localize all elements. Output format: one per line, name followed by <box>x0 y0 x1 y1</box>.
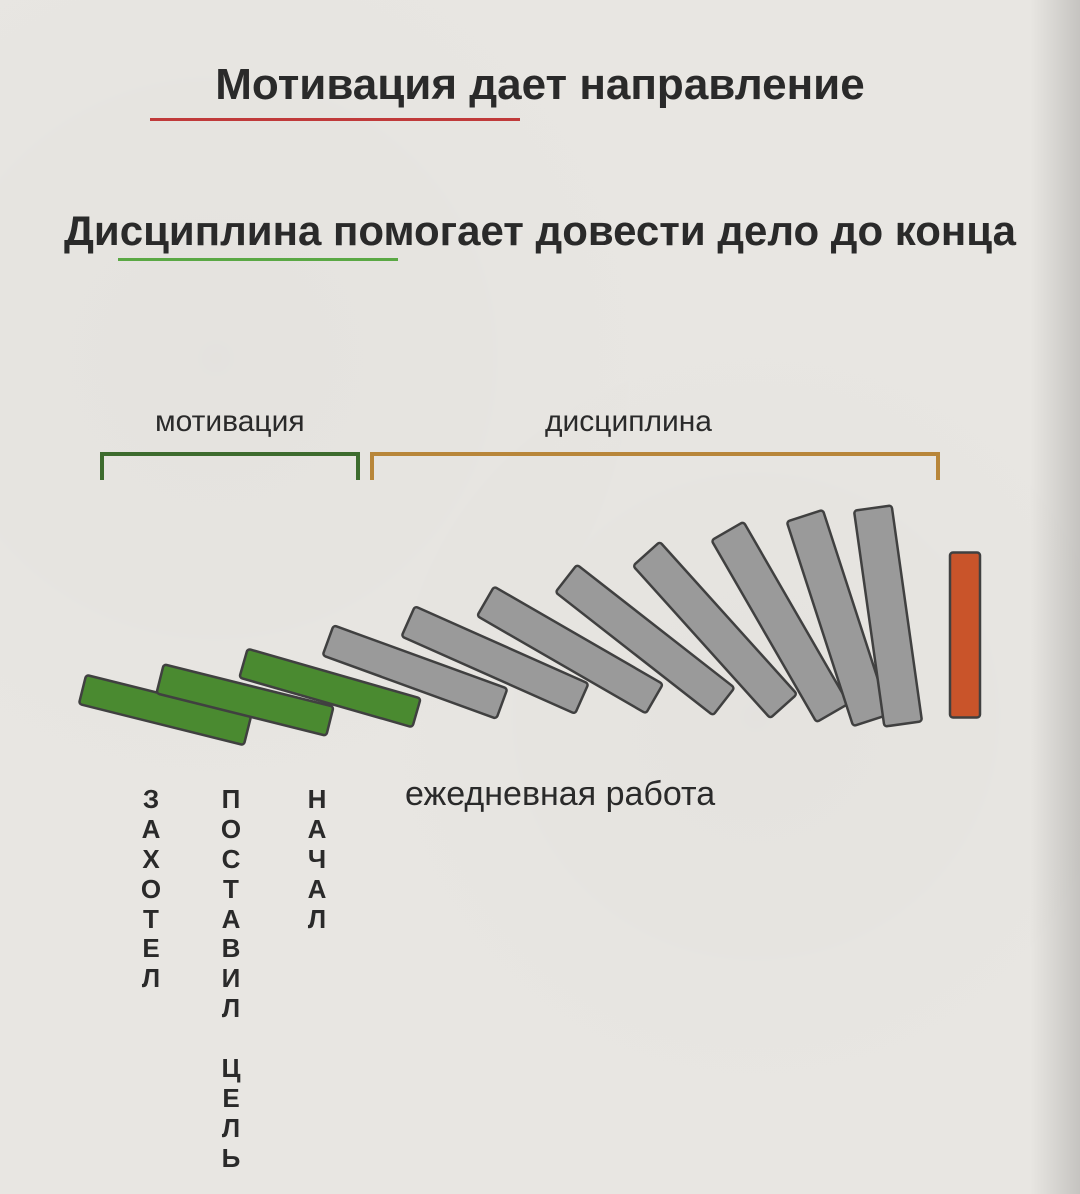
daily-work-label: ежедневная работа <box>405 775 715 814</box>
section-label-discipline: дисциплина <box>545 405 712 439</box>
domino-diagram <box>0 480 1080 760</box>
bracket-motivation <box>100 452 360 480</box>
vertical-label-3: НАЧАЛ <box>304 785 332 934</box>
vertical-label-2: ПОСТАВИЛ ЦЕЛЬ <box>218 785 246 1174</box>
heading-motivation-underline <box>150 118 520 121</box>
heading-motivation: Мотивация дает направление <box>0 60 1080 110</box>
heading-discipline-underline <box>118 258 398 261</box>
page-shadow <box>1030 0 1080 1194</box>
bracket-discipline <box>370 452 940 480</box>
section-label-motivation: мотивация <box>155 405 305 439</box>
vertical-label-1: ЗАХОТЕЛ <box>138 785 166 994</box>
heading-discipline: Дисциплина помогает довести дело до конц… <box>0 205 1080 258</box>
